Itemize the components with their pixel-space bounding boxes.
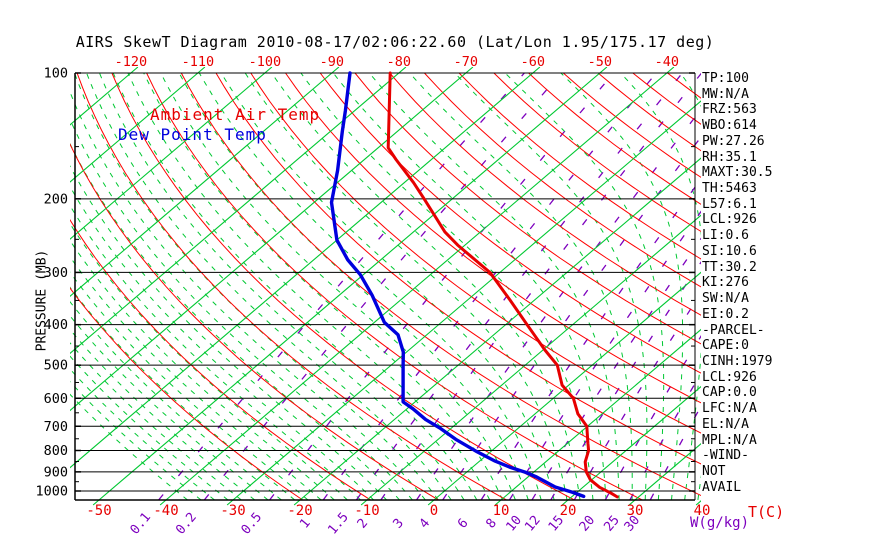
tick-label: 40 <box>694 503 711 519</box>
tick-label: 1.5 <box>325 510 352 538</box>
sounding-stat: EL:N/A <box>702 416 749 432</box>
tick-label: 3 <box>390 516 407 532</box>
tick-label: -50 <box>588 54 612 70</box>
tick-label: -40 <box>655 54 679 70</box>
tick-label: 100 <box>44 66 68 82</box>
moist-adiabat-grid <box>70 72 701 501</box>
tick-label: -80 <box>387 54 411 70</box>
tick-label: 1000 <box>35 484 68 500</box>
sounding-stat: LFC:N/A <box>702 401 757 417</box>
tick-label: -40 <box>153 503 178 519</box>
legend-ambient-air-temp: Ambient Air Temp <box>150 105 321 124</box>
sounding-stat: MPL:N/A <box>702 432 757 448</box>
tick-label: -120 <box>115 54 148 70</box>
sounding-stat: SI:10.6 <box>702 243 757 259</box>
tick-label: 800 <box>44 443 68 459</box>
axis-frame <box>74 72 696 501</box>
tick-label: 300 <box>44 265 68 281</box>
sounding-stat: AVAIL <box>702 479 742 495</box>
tick-label: 12 <box>522 513 544 535</box>
tick-label: -60 <box>521 54 545 70</box>
tick-label: 30 <box>627 503 644 519</box>
sounding-stat: -WIND- <box>702 448 749 464</box>
tick-label: -30 <box>220 503 245 519</box>
tick-label: 400 <box>44 317 68 333</box>
tick-label: -70 <box>454 54 478 70</box>
tick-label: -90 <box>320 54 344 70</box>
tick-label: 20 <box>560 503 577 519</box>
sounding-stat: KI:276 <box>702 275 749 291</box>
tick-label: 900 <box>44 464 68 480</box>
tick-label: 600 <box>44 391 68 407</box>
tick-label: 200 <box>44 191 68 207</box>
pressure-axis-label: PRESSURE (MB) <box>34 249 50 352</box>
legend-dew-point-temp: Dew Point Temp <box>118 125 267 144</box>
sounding-stat: TT:30.2 <box>702 259 757 275</box>
sounding-stat: MW:N/A <box>702 86 749 102</box>
sounding-stat: TH:5463 <box>702 181 757 197</box>
tick-label: -10 <box>354 503 379 519</box>
sounding-stat: L57:6.1 <box>702 196 757 212</box>
chart-title: AIRS SkewT Diagram 2010-08-17/02:06:22.6… <box>75 33 715 51</box>
sounding-stat: WBO:614 <box>702 118 757 134</box>
tick-label: 25 <box>601 513 623 535</box>
tick-label: -20 <box>287 503 312 519</box>
sounding-stat: SW:N/A <box>702 291 749 307</box>
sounding-stats-panel: TP:100 MW:N/A FRZ:563 WBO:614 PW:27.26 RH:35.… <box>702 71 867 495</box>
tick-label: 0 <box>430 503 438 519</box>
sounding-stat: CINH:1979 <box>702 353 773 369</box>
sounding-stat: LI:0.6 <box>702 228 749 244</box>
temp-axis-unit: T(C) <box>748 503 785 521</box>
sounding-stat: LCL:926 <box>702 212 757 228</box>
sounding-stat: CAP:0.0 <box>702 385 757 401</box>
sounding-stat: PW:27.26 <box>702 133 765 149</box>
sounding-stat: RH:35.1 <box>702 149 757 165</box>
tick-label: -100 <box>249 54 282 70</box>
ambient-air-temp-curve <box>386 71 619 499</box>
sounding-stat: FRZ:563 <box>702 102 757 118</box>
tick-label: 0.1 <box>128 510 155 538</box>
sounding-stat: -PARCEL- <box>702 322 765 338</box>
sounding-stat: MAXT:30.5 <box>702 165 773 181</box>
sounding-stat: LCL:926 <box>702 369 757 385</box>
sounding-stat: TP:100 <box>702 71 749 86</box>
tick-label: -50 <box>86 503 111 519</box>
sounding-stat: EI:0.2 <box>702 306 749 322</box>
sounding-stat: NOT <box>702 463 726 479</box>
sounding-stat: CAPE:0 <box>702 338 749 354</box>
tick-label: 700 <box>44 419 68 435</box>
tick-label: 6 <box>455 516 472 532</box>
mixing-ratio-axis-unit: W(g/kg) <box>690 515 750 531</box>
tick-label: -110 <box>182 54 215 70</box>
tick-label: 20 <box>577 513 599 535</box>
dew-point-temp-curve <box>329 71 586 499</box>
tick-label: 500 <box>44 358 68 374</box>
pressure-grid <box>75 72 695 492</box>
tick-label: 10 <box>493 503 510 519</box>
